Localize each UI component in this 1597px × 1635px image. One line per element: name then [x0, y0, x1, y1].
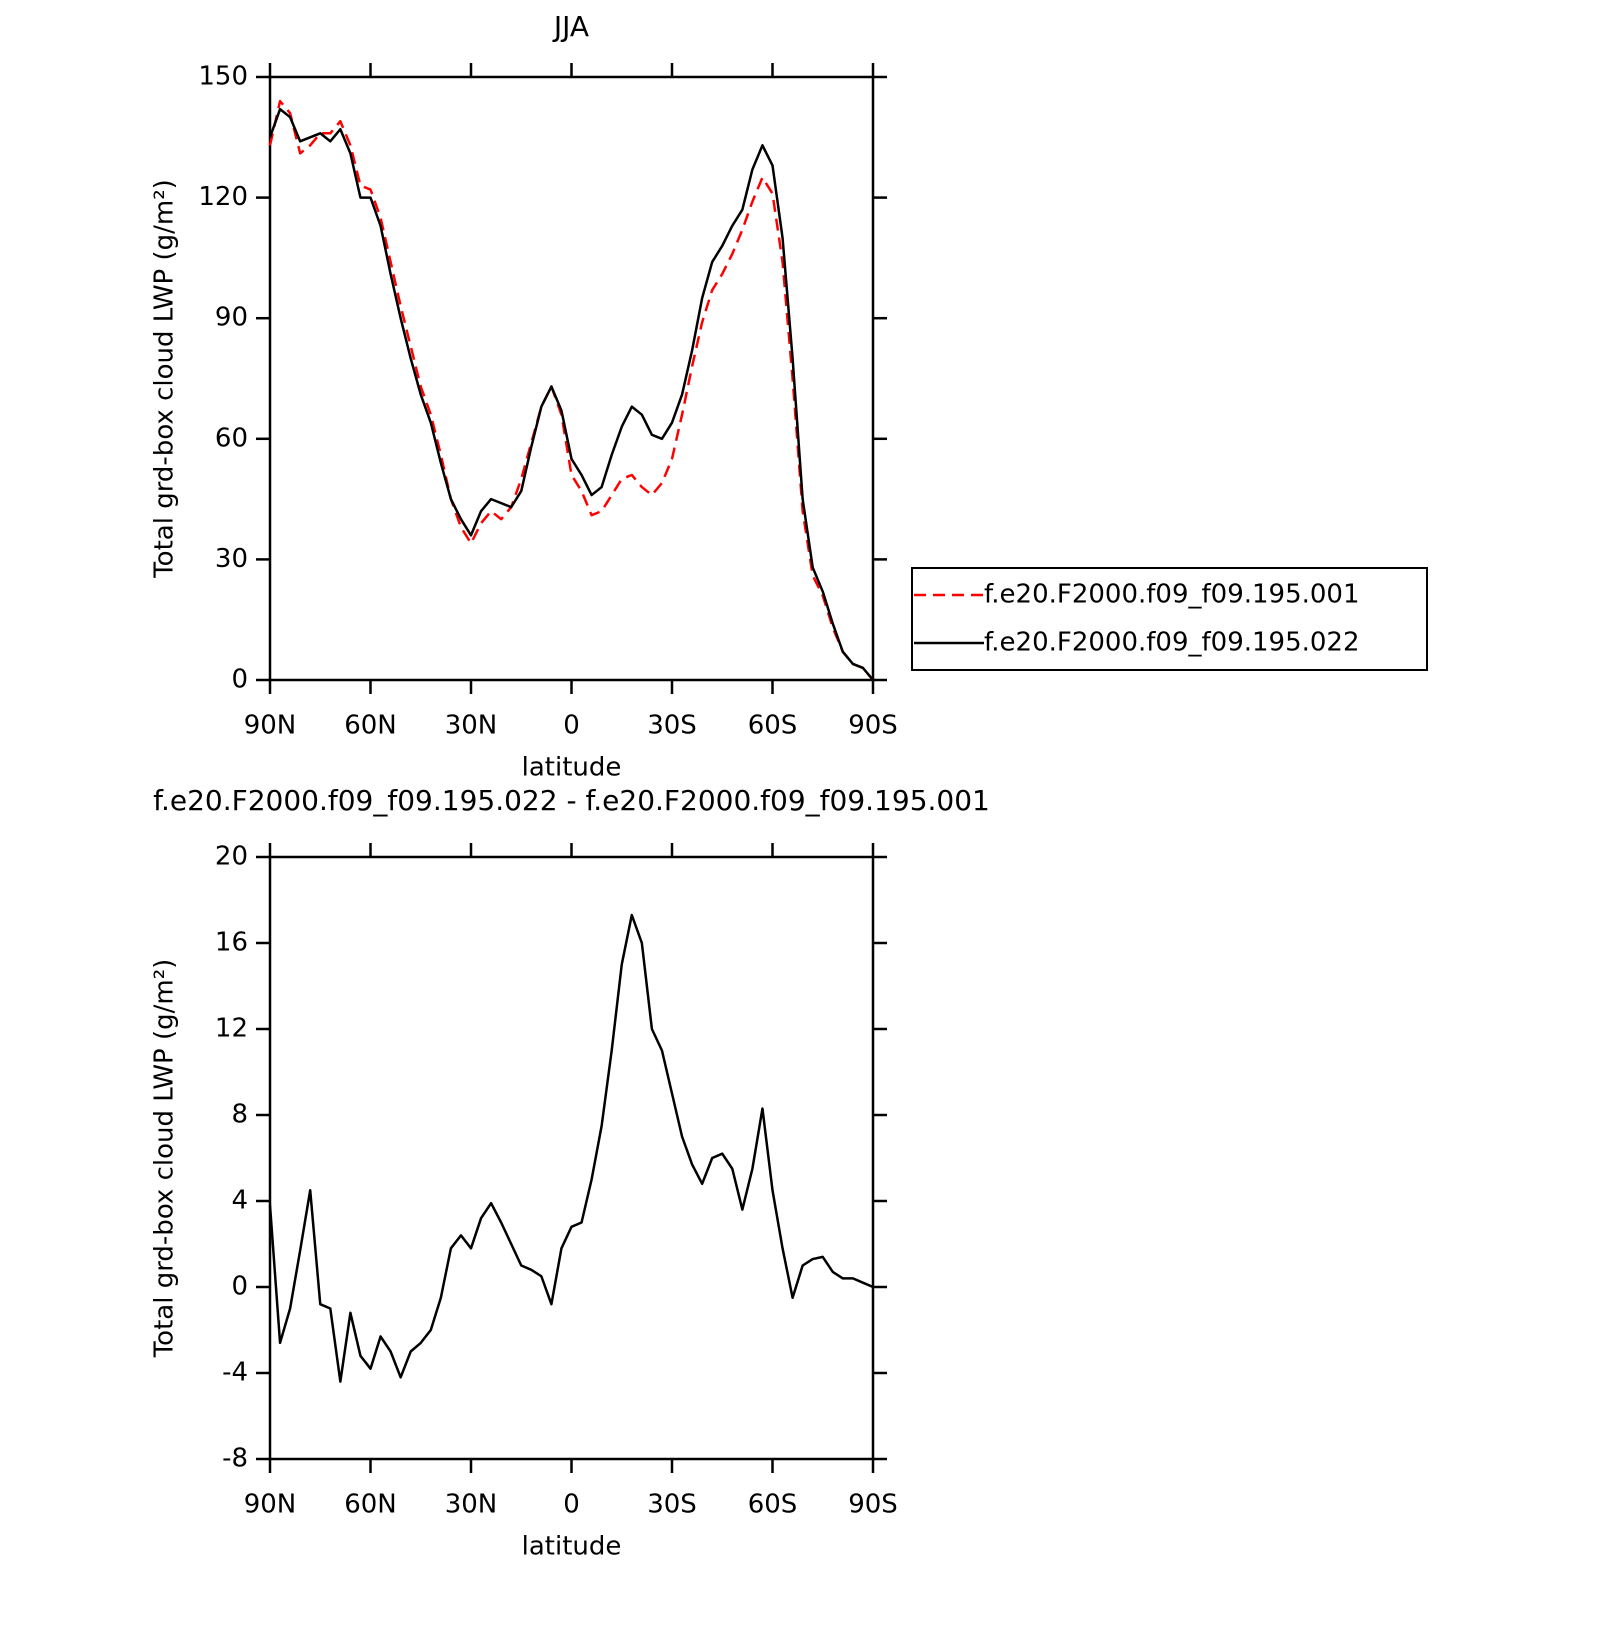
y-tick-label: 90 [215, 303, 248, 333]
x-tick-label: 60S [748, 1490, 798, 1520]
plot-frame [268, 855, 875, 1461]
x-tick-label: 90N [244, 1490, 297, 1520]
data-line [268, 99, 874, 681]
x-tick-label: 60N [344, 711, 397, 741]
y-tick-label: -8 [222, 1444, 248, 1474]
y-tick-label: 0 [231, 665, 248, 695]
y-tick-label: 60 [215, 423, 248, 453]
x-tick-label: 90S [848, 711, 898, 741]
legend-label: f.e20.F2000.f09_f09.195.001 [984, 580, 1360, 610]
y-tick-label: 20 [215, 842, 248, 872]
y-tick-label: 12 [215, 1014, 248, 1044]
x-tick-label: 60N [344, 1490, 397, 1520]
x-axis-label: latitude [522, 753, 622, 783]
x-tick-label: 0 [563, 711, 580, 741]
x-tick-label: 60S [748, 711, 798, 741]
x-axis-label: latitude [522, 1532, 622, 1562]
chart-title: f.e20.F2000.f09_f09.195.022 - f.e20.F200… [153, 784, 990, 817]
y-tick-label: 8 [231, 1100, 248, 1130]
y-tick-label: -4 [222, 1358, 248, 1388]
legend-label: f.e20.F2000.f09_f09.195.022 [984, 628, 1360, 658]
y-tick-label: 120 [198, 182, 248, 212]
x-tick-label: 0 [563, 1490, 580, 1520]
y-tick-label: 4 [231, 1186, 248, 1216]
x-tick-label: 30S [647, 1490, 697, 1520]
x-tick-label: 30N [445, 1490, 498, 1520]
y-tick-label: 150 [198, 62, 248, 92]
legend-box [911, 567, 1428, 671]
y-tick-label: 0 [231, 1272, 248, 1302]
x-tick-label: 90N [244, 711, 297, 741]
y-tick-label: 16 [215, 928, 248, 958]
data-line [268, 107, 874, 681]
y-tick-label: 30 [215, 544, 248, 574]
chart-title: JJA [552, 10, 589, 43]
data-line [268, 913, 874, 1383]
y-axis-label: Total grd-box cloud LWP (g/m²) [150, 179, 180, 579]
y-axis-label: Total grd-box cloud LWP (g/m²) [150, 959, 180, 1359]
plot-frame [268, 75, 875, 682]
x-tick-label: 90S [848, 1490, 898, 1520]
x-tick-label: 30S [647, 711, 697, 741]
x-tick-label: 30N [445, 711, 498, 741]
